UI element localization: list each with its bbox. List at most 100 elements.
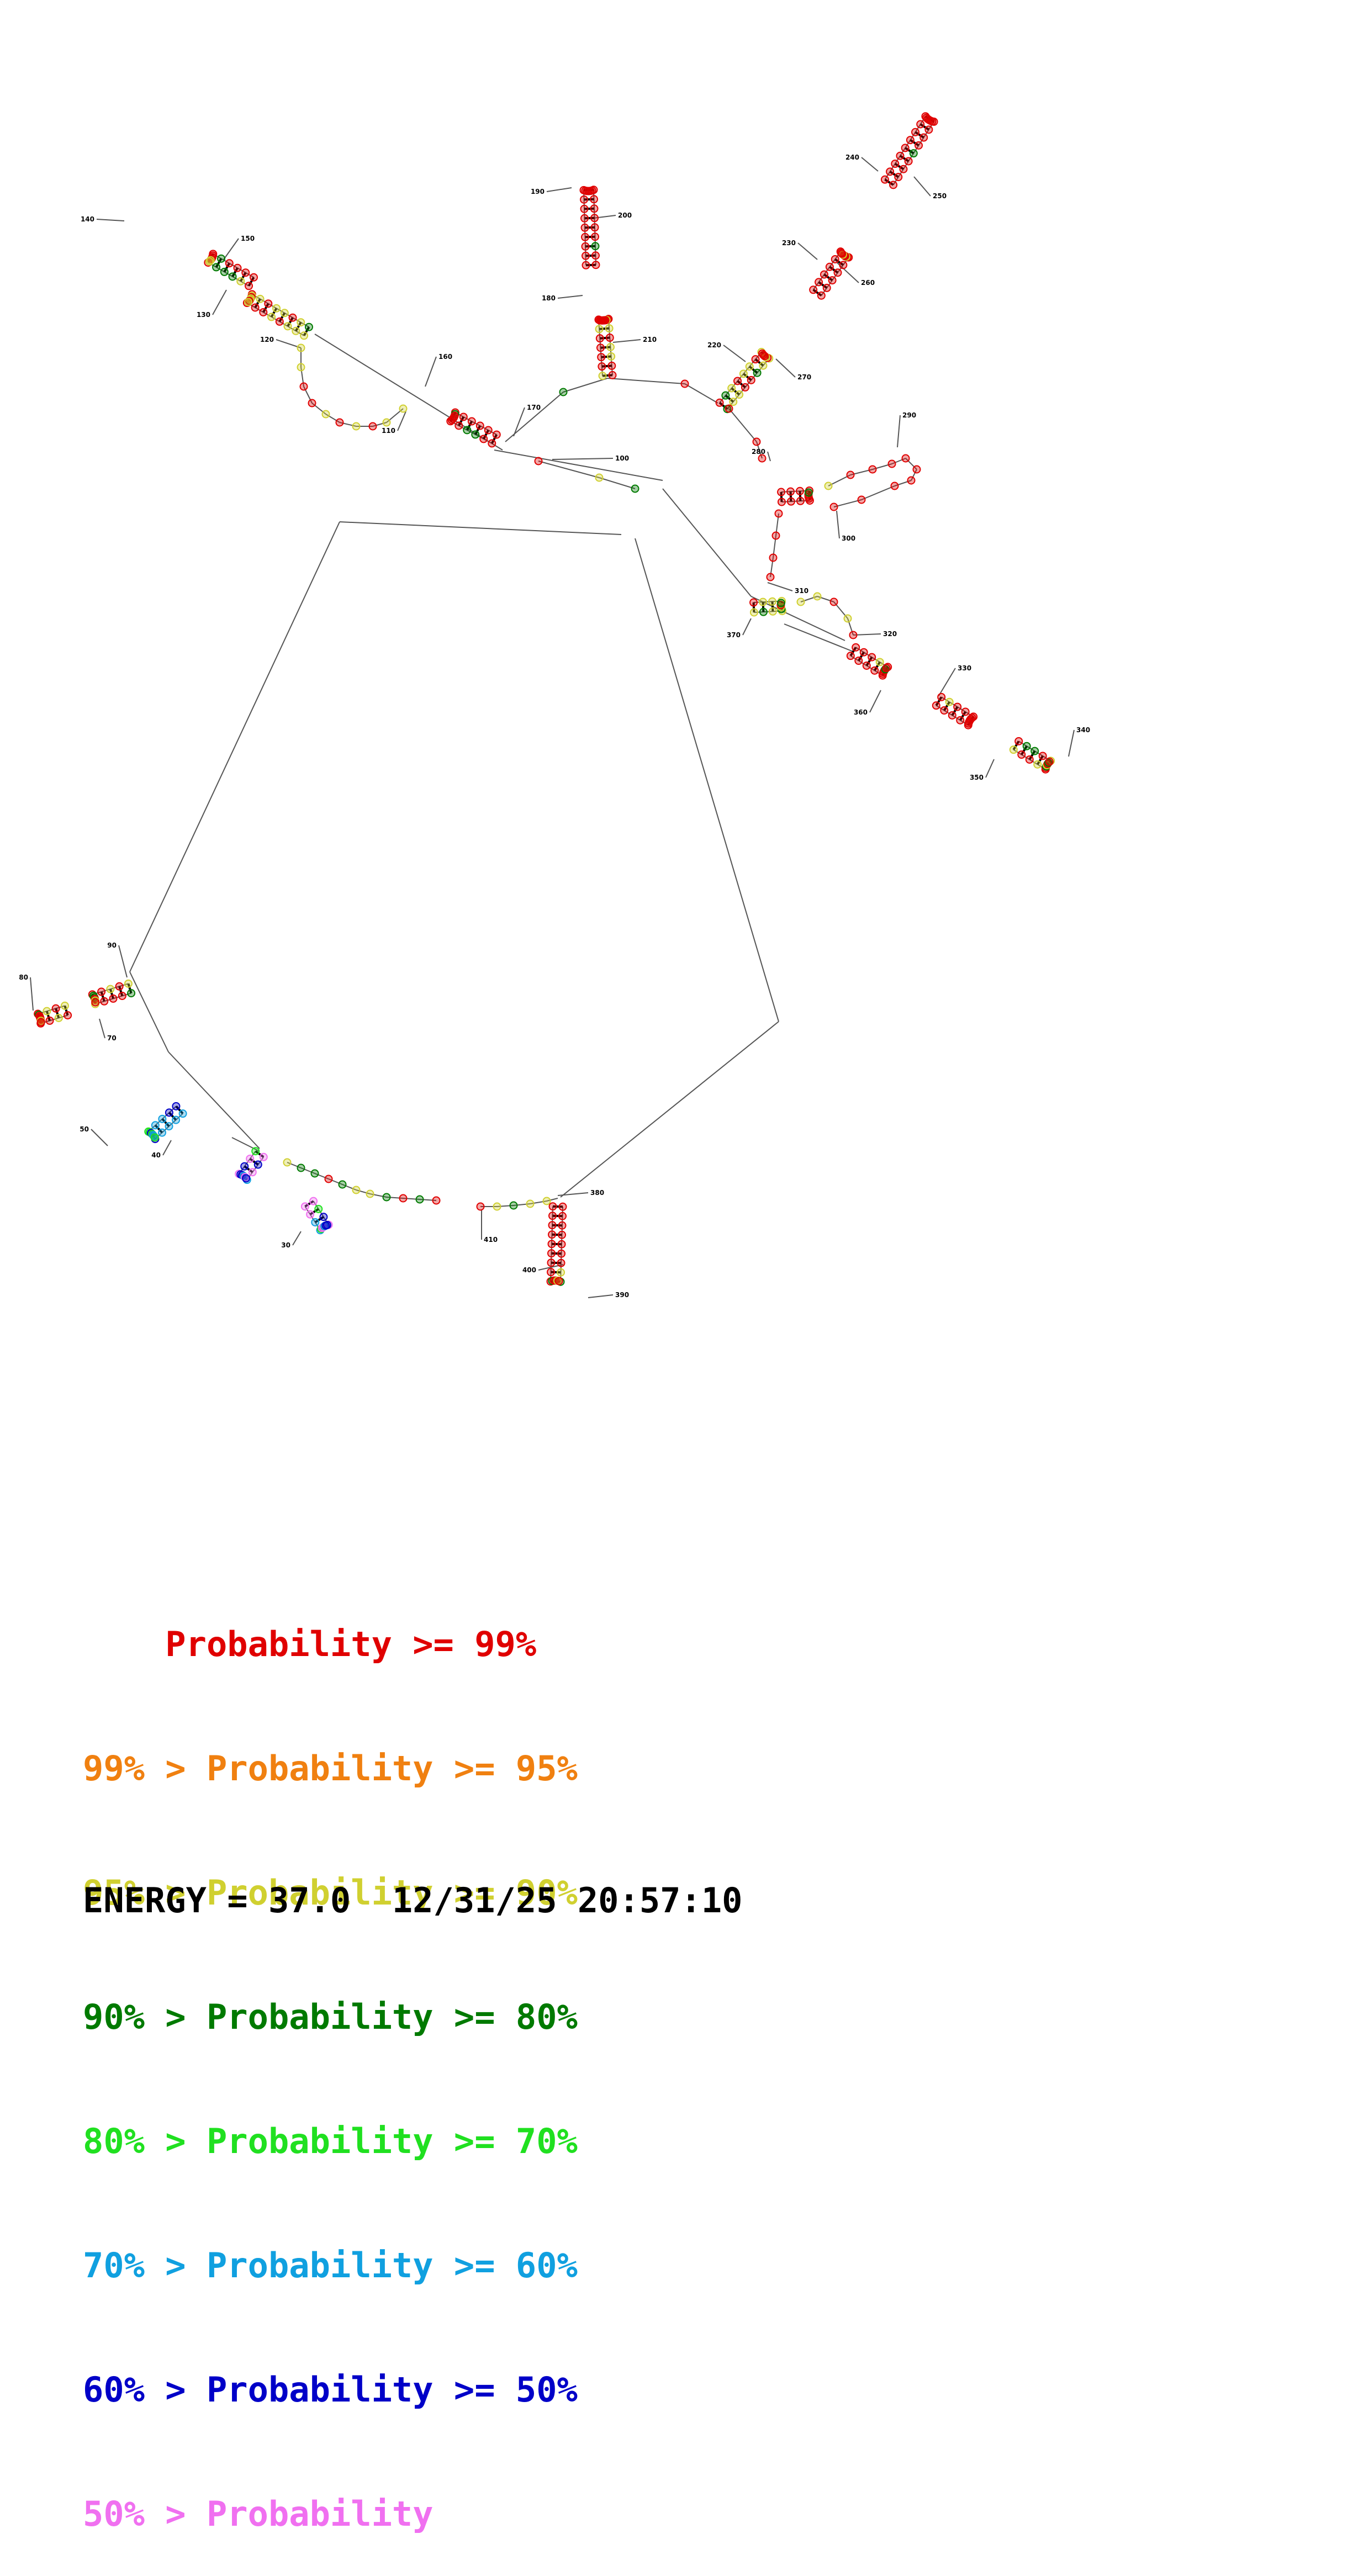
nucleotide <box>43 1008 50 1015</box>
nucleotide <box>64 1012 71 1019</box>
nucleotide <box>582 252 589 260</box>
nucleotide <box>891 160 898 167</box>
nucleotide <box>810 286 817 293</box>
nucleotide <box>300 332 308 339</box>
position-label: 290 <box>902 411 916 419</box>
nucleotide <box>559 1213 566 1220</box>
nucleotide <box>858 496 865 504</box>
nucleotide <box>759 362 767 369</box>
nucleotide <box>309 400 316 407</box>
position-label: 210 <box>643 336 657 343</box>
nucleotide <box>305 324 313 331</box>
nucleotide <box>480 435 487 442</box>
nucleotide <box>172 1117 179 1124</box>
position-label: 380 <box>590 1189 604 1197</box>
nucleotide <box>832 256 839 263</box>
position-label: 350 <box>970 774 984 781</box>
nucleotide <box>915 142 922 149</box>
nucleotide <box>92 999 99 1006</box>
position-label: 410 <box>484 1236 498 1244</box>
nucleotide <box>55 1014 62 1022</box>
nucleotide <box>778 489 785 496</box>
nucleotide <box>681 380 689 388</box>
nucleotide <box>107 986 114 993</box>
nucleotide <box>716 399 723 406</box>
nucleotide <box>229 273 236 280</box>
nucleotide <box>559 1203 566 1210</box>
nucleotide <box>477 422 484 430</box>
position-label: 400 <box>522 1266 536 1274</box>
nucleotide <box>902 144 909 151</box>
nucleotide <box>876 658 884 665</box>
nucleotide <box>728 385 735 392</box>
nucleotide <box>580 196 588 203</box>
nucleotide <box>883 664 890 671</box>
nucleotide <box>336 419 343 426</box>
nucleotide <box>158 1115 166 1123</box>
nucleotide <box>730 398 737 405</box>
nucleotide <box>890 181 897 188</box>
nucleotide <box>242 269 249 276</box>
nucleotide <box>548 1259 555 1266</box>
nucleotide <box>954 703 961 711</box>
position-label: 300 <box>842 535 855 542</box>
nucleotide <box>559 1222 566 1229</box>
rna-structure-diagram: 3040507080901001101201301401501601701801… <box>0 0 1369 1436</box>
nucleotide <box>597 344 604 351</box>
nucleotide <box>722 392 729 399</box>
nucleotide <box>260 309 267 316</box>
position-label: 340 <box>1076 726 1090 734</box>
nucleotide <box>889 461 896 468</box>
position-label: 40 <box>151 1151 161 1159</box>
position-label: 260 <box>861 279 875 287</box>
nucleotide <box>1018 751 1025 758</box>
nucleotide <box>775 510 783 517</box>
nucleotide <box>128 990 135 997</box>
nucleotide <box>591 233 599 240</box>
nucleotide <box>815 278 822 285</box>
nucleotide <box>891 483 898 490</box>
nucleotide <box>306 1211 314 1218</box>
nucleotide <box>265 300 272 307</box>
nucleotide <box>416 1196 424 1203</box>
nucleotide <box>284 1159 291 1166</box>
nucleotide <box>596 335 604 342</box>
nucleotide <box>300 383 308 390</box>
nucleotide <box>297 319 304 326</box>
nucleotide <box>116 983 123 990</box>
position-label: 90 <box>107 941 117 949</box>
nucleotide <box>900 166 907 173</box>
nucleotide <box>463 426 471 433</box>
backbone-lines <box>30 117 1074 1298</box>
nucleotide <box>823 284 831 292</box>
nucleotide <box>1031 748 1038 755</box>
nucleotide <box>119 992 126 999</box>
position-label: 220 <box>707 341 721 349</box>
position-label: 280 <box>752 448 765 456</box>
legend-row-p80: 90% > Probability >= 80% <box>83 1996 578 2038</box>
nucleotide <box>558 1250 565 1257</box>
nucleotide <box>920 134 927 141</box>
position-label: 80 <box>19 974 28 981</box>
nucleotide <box>249 1168 256 1176</box>
nucleotide <box>607 353 615 360</box>
nucleotide <box>750 599 757 606</box>
nucleotide <box>276 318 283 325</box>
position-label: 70 <box>107 1034 117 1042</box>
nucleotide <box>726 405 733 412</box>
nucleotide <box>1046 758 1053 765</box>
nucleotide <box>844 615 852 622</box>
probability-legend: Probability >= 99% 99% > Probability >= … <box>83 1541 578 2576</box>
legend-row-p60: 70% > Probability >= 60% <box>83 2245 578 2286</box>
nucleotide <box>226 260 233 267</box>
nucleotide <box>101 998 108 1005</box>
nucleotide <box>863 662 870 669</box>
nucleotide <box>289 314 297 321</box>
nucleotide <box>494 1203 501 1210</box>
nucleotide <box>868 654 875 661</box>
nucleotide <box>558 1231 565 1239</box>
nucleotide <box>831 599 838 606</box>
nucleotide <box>805 489 812 496</box>
nucleotide <box>923 114 930 121</box>
position-label: 110 <box>382 427 395 435</box>
